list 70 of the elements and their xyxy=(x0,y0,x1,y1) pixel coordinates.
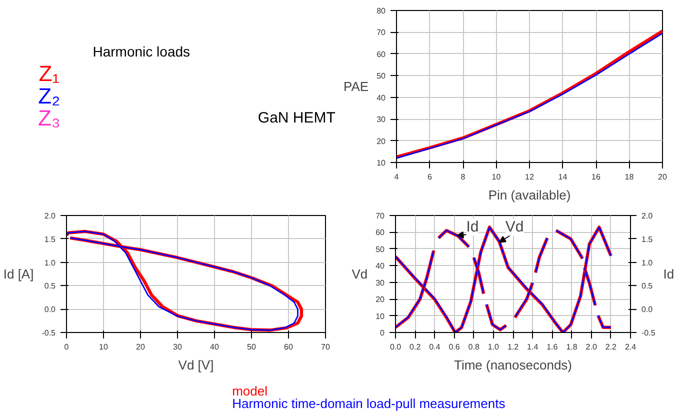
y-tick-label: 1.5 xyxy=(44,234,56,244)
text: Harmonic loads xyxy=(92,43,190,60)
x-axis-title: Vd [V] xyxy=(178,358,214,372)
y-axis-title: PAE xyxy=(344,79,369,94)
y2-tick-label: 0.5 xyxy=(642,282,654,291)
x-tick-label: 1.0 xyxy=(488,342,500,352)
text: Z₃ xyxy=(38,106,60,131)
x-axis-title: Time (nanoseconds) xyxy=(454,358,572,372)
x-tick-label: 2.0 xyxy=(586,342,598,352)
y-axis-title: Id [A] xyxy=(3,266,34,282)
y2-tick-label: 1.0 xyxy=(642,258,654,268)
x-tick-label: 8 xyxy=(460,172,466,182)
y2-axis-title: Id xyxy=(663,266,674,282)
y-tick-label: 30 xyxy=(376,115,386,124)
x-tick-label: 40 xyxy=(210,342,220,352)
y-tick-label: 20 xyxy=(376,295,386,304)
x-tick-label: 0.4 xyxy=(429,342,441,352)
y2-tick-label: -0.5 xyxy=(642,328,656,338)
x-tick-label: 6 xyxy=(428,172,433,182)
x-tick-label: 30 xyxy=(173,342,182,352)
x-tick-label: 0 xyxy=(64,342,70,352)
x-tick-label: 18 xyxy=(624,172,634,182)
x-tick-label: 10 xyxy=(492,172,502,182)
text: GaN HEMT xyxy=(258,110,336,127)
x-tick-label: 12 xyxy=(525,172,534,182)
y-tick-label: 0.0 xyxy=(44,305,56,314)
y-tick-label: 0.5 xyxy=(44,282,56,291)
x-tick-label: 20 xyxy=(658,172,668,182)
annotation: Id xyxy=(466,218,479,236)
y-tick-label: 30 xyxy=(376,278,386,288)
y-tick-label: -0.5 xyxy=(42,328,56,338)
x-tick-label: 4 xyxy=(394,172,400,182)
y-tick-label: 40 xyxy=(376,93,386,102)
y2-tick-label: 1.5 xyxy=(642,234,654,244)
y-tick-label: 50 xyxy=(376,72,386,81)
x-tick-label: 14 xyxy=(558,172,568,182)
x-tick-label: 1.8 xyxy=(566,342,578,352)
x-tick-label: 2.2 xyxy=(605,342,618,352)
annotation: Vd xyxy=(505,218,524,236)
y-tick-label: 10 xyxy=(376,312,386,321)
y-tick-label: 80 xyxy=(376,6,386,16)
x-tick-label: 60 xyxy=(284,342,294,352)
y-tick-label: 2.0 xyxy=(44,212,56,220)
x-tick-label: 1.4 xyxy=(527,342,539,352)
x-tick-label: 1.6 xyxy=(546,342,558,352)
x-tick-label: 50 xyxy=(247,342,256,352)
x-tick-label: 20 xyxy=(136,342,146,352)
x-tick-label: 0.8 xyxy=(468,342,480,352)
x-tick-label: 2.4 xyxy=(624,342,637,352)
y-tick-label: 60 xyxy=(376,228,386,238)
y-tick-label: 60 xyxy=(376,50,386,59)
x-axis-title: Pin (available) xyxy=(488,188,571,202)
x-tick-label: 10 xyxy=(99,342,108,352)
x-tick-label: 0.0 xyxy=(390,342,402,352)
y-tick-label: 70 xyxy=(376,212,386,220)
y-tick-label: 1.0 xyxy=(44,258,56,268)
y2-tick-label: 2.0 xyxy=(642,212,654,220)
y-tick-label: 50 xyxy=(376,244,386,254)
y2-tick-label: 0.0 xyxy=(642,305,654,314)
x-tick-label: 0.2 xyxy=(410,342,422,352)
y-tick-label: 40 xyxy=(376,262,386,271)
y-tick-label: 10 xyxy=(376,158,386,168)
y-tick-label: 70 xyxy=(376,28,386,38)
x-tick-label: 0.6 xyxy=(448,342,460,352)
x-tick-label: 16 xyxy=(592,172,601,182)
x-tick-label: 70 xyxy=(321,342,330,352)
y-axis-title: Vd xyxy=(352,266,368,282)
x-tick-label: 1.2 xyxy=(507,342,520,352)
y-tick-label: 20 xyxy=(376,136,386,146)
y-tick-label: 0 xyxy=(380,328,386,338)
